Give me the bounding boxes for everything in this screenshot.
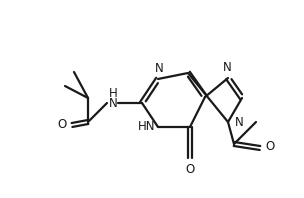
Text: O: O xyxy=(58,118,67,131)
Text: O: O xyxy=(185,163,195,176)
Text: N: N xyxy=(223,61,231,74)
Text: H: H xyxy=(109,87,117,100)
Text: N: N xyxy=(109,96,117,109)
Text: N: N xyxy=(235,115,244,129)
Text: HN: HN xyxy=(137,121,155,133)
Text: N: N xyxy=(155,62,163,75)
Text: O: O xyxy=(265,141,274,153)
